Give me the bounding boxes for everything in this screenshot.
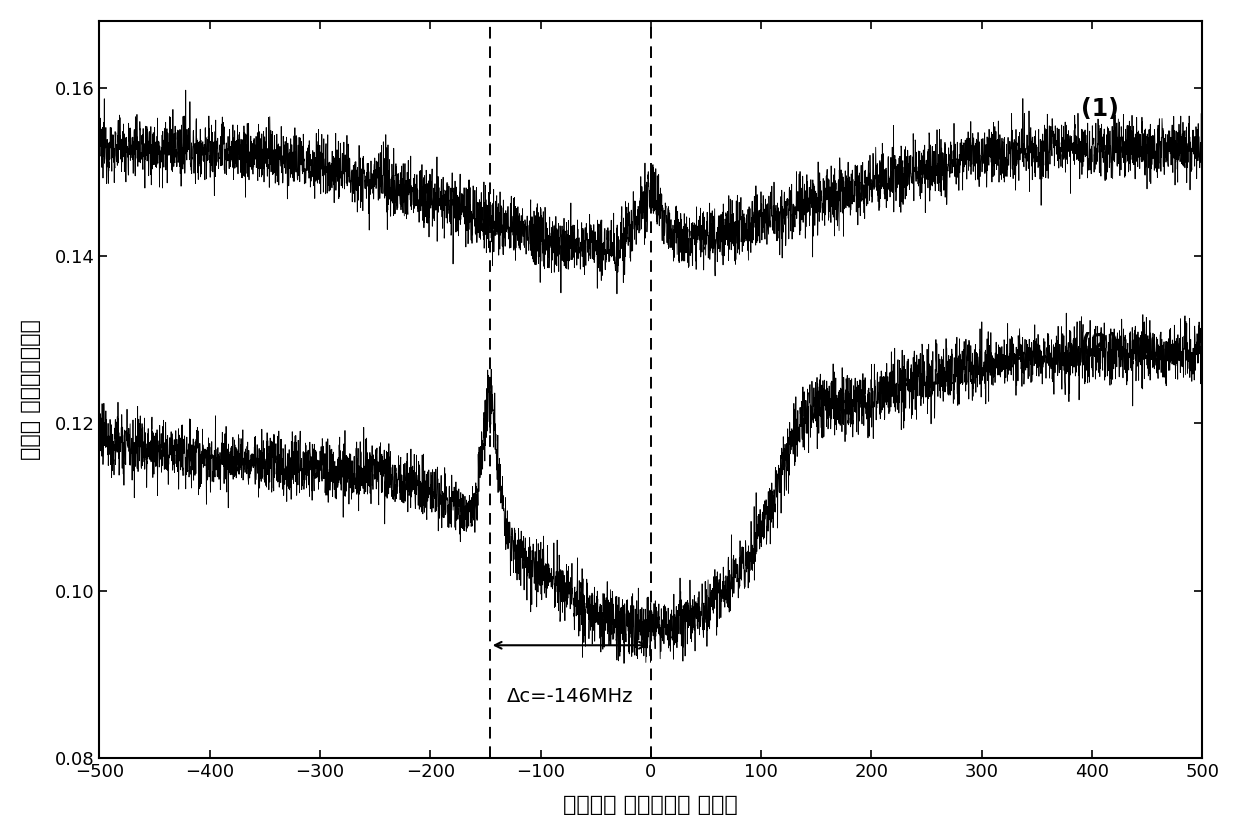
Text: (1): (1) bbox=[1081, 97, 1118, 121]
Y-axis label: 探测器 探测信号（伏）: 探测器 探测信号（伏） bbox=[21, 319, 41, 460]
X-axis label: 参考光扫 描频率（兆 赫兹）: 参考光扫 描频率（兆 赫兹） bbox=[563, 795, 738, 815]
Text: (2): (2) bbox=[1081, 332, 1118, 355]
Text: Δc=-146MHz: Δc=-146MHz bbox=[507, 687, 634, 706]
